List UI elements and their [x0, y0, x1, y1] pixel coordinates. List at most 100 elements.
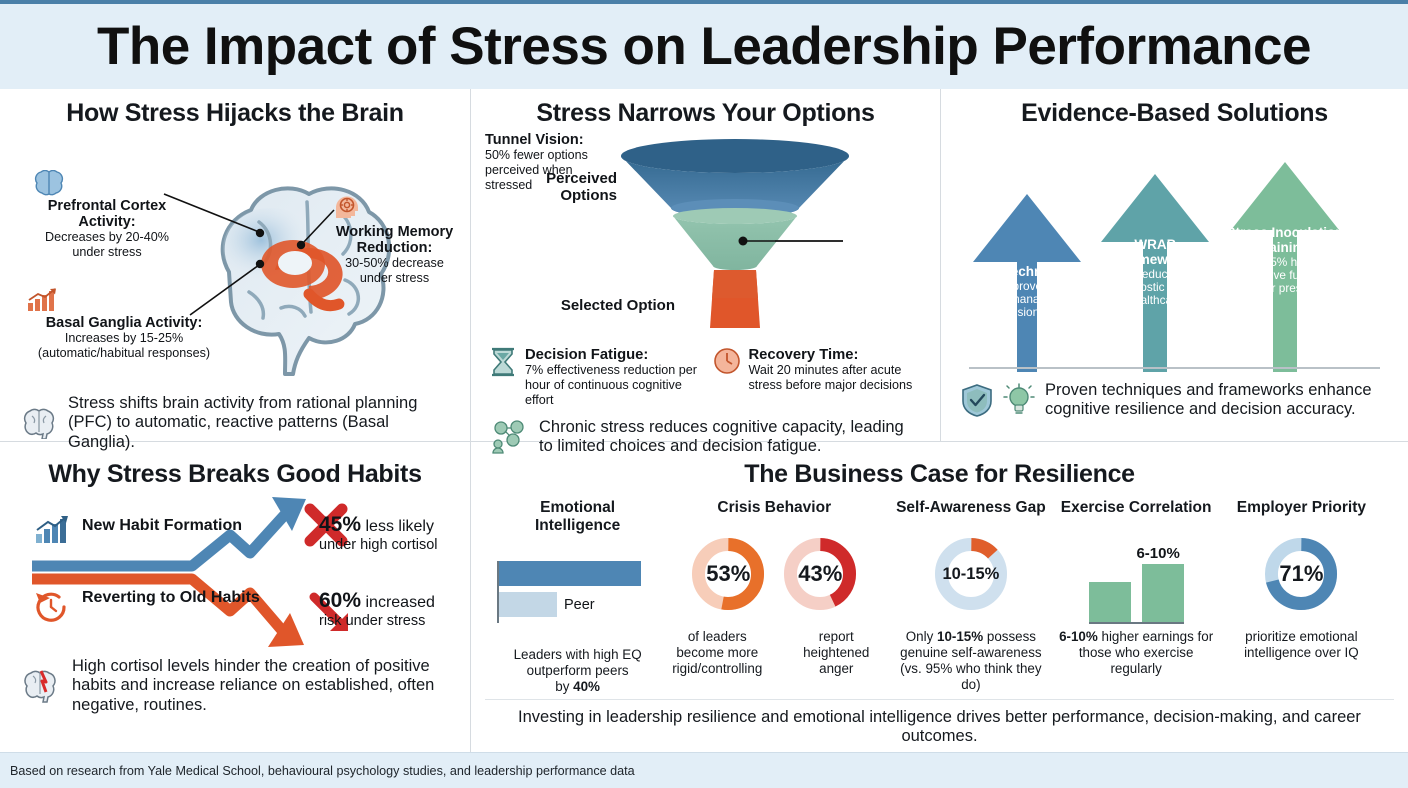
stat-caption: Only 10-15% possess genuine self-awarene… — [890, 629, 1051, 693]
page-title: The Impact of Stress on Leadership Perfo… — [96, 17, 1312, 76]
bar-regular-exercisers — [1141, 564, 1184, 622]
fact-decision-fatigue: Decision Fatigue: 7% effectiveness reduc… — [489, 347, 699, 409]
caption-bold: 40% — [573, 679, 600, 695]
bar-non-exercisers — [1088, 582, 1131, 622]
panel-title-brain: How Stress Hijacks the Brain — [66, 99, 404, 127]
arrow-title: WRAP Framework: — [1116, 237, 1194, 267]
brain-illustration — [220, 186, 391, 376]
caption-line-2: outperform peers — [526, 663, 629, 679]
clock-icon — [713, 347, 741, 375]
note-prefrontal-cortex: Prefrontal Cortex Activity: Decreases by… — [32, 170, 182, 259]
stat-sub: risk under stress — [319, 613, 426, 629]
arrow-title: CBT Techniques: — [971, 264, 1082, 279]
stat-value: 60% — [319, 589, 362, 612]
exercise-bar-chart: 6-10% — [1056, 524, 1217, 624]
panel-how-stress-hijacks-the-brain: How Stress Hijacks the Brain — [0, 89, 470, 451]
donut-value: 43% — [798, 561, 843, 586]
habit-arrows — [32, 497, 348, 647]
donut-value: 53% — [706, 561, 751, 586]
hourglass-icon — [489, 347, 517, 377]
note-detail: 30-50% decrease under stress — [345, 256, 444, 285]
stat-heading: Self-Awareness Gap — [896, 499, 1046, 516]
summary-habits: High cortisol levels hinder the creation… — [14, 653, 456, 715]
caption-pre: Only — [905, 629, 937, 644]
fact-recovery-time: Recovery Time: Wait 20 minutes after acu… — [713, 347, 923, 409]
callout-detail: 50% fewer options perceived when stresse… — [485, 148, 588, 192]
summary-solutions: Proven techniques and frameworks enhance… — [955, 377, 1394, 420]
business-stats-row: Emotional Intelligence Peer — [485, 493, 1394, 695]
panel-why-stress-breaks-good-habits: Why Stress Breaks Good Habits — [0, 442, 470, 752]
brain-icon — [32, 170, 182, 196]
note-basal-ganglia: Basal Ganglia Activity: Increases by 15-… — [24, 287, 224, 360]
eq-bar-peer: Peer — [499, 592, 658, 617]
bar-chart-up-icon — [24, 287, 224, 313]
lightbulb-icon — [1003, 383, 1035, 417]
header-banner: The Impact of Stress on Leadership Perfo… — [0, 0, 1408, 89]
funnel-facts: Decision Fatigue: 7% effectiveness reduc… — [485, 347, 926, 409]
stat-caption: Leaders with high EQ outperform peers by… — [497, 647, 658, 695]
panel-title-business: The Business Case for Resilience — [744, 460, 1135, 488]
panel-evidence-based-solutions: Evidence-Based Solutions CBT Techniques:… — [940, 89, 1408, 441]
funnel-diagram: Perceived Options Selected Option Tunnel… — [485, 132, 926, 347]
eq-bar-chart: Peer — [497, 542, 658, 642]
stat-exercise-correlation: Exercise Correlation 6-10% 6-10% higher … — [1056, 499, 1217, 695]
stat-emotional-intelligence: Emotional Intelligence Peer — [497, 499, 658, 695]
donut-value: 10-15% — [942, 564, 1000, 583]
caption-post: higher earnings for those who exercise r… — [1078, 629, 1214, 677]
arrow-shapes — [973, 162, 1339, 372]
fact-title: Decision Fatigue: — [525, 347, 649, 363]
head-gear-icon — [332, 192, 457, 222]
brain-pain-icon — [20, 668, 62, 704]
caption-bold: 10-15% — [937, 629, 984, 644]
employer-priority-donut: 71% — [1221, 524, 1382, 624]
top-row: How Stress Hijacks the Brain — [0, 89, 1408, 455]
funnel-label-perceived-options: Perceived Options — [546, 170, 617, 205]
self-awareness-donut: 10-15% — [890, 524, 1051, 624]
caption-line-1: Leaders with high EQ — [513, 647, 642, 662]
arrow-label-cbt: CBT Techniques: 30% improvement in stres… — [968, 264, 1086, 320]
fact-detail: 7% effectiveness reduction per hour of c… — [525, 363, 697, 408]
habit-stat-60: 60% increased risk under stress — [319, 589, 494, 629]
note-title: Prefrontal Cortex Activity: — [47, 198, 167, 231]
arrow-detail: 30% improvement in stress management and… — [972, 278, 1082, 320]
stat-label: less likely — [365, 518, 434, 535]
caption-bold: 6-10% — [1059, 629, 1098, 644]
fact-title: Recovery Time: — [748, 347, 859, 363]
arrow-detail: 30-45% higher cognitive function under p… — [1239, 254, 1331, 296]
panel-grid: How Stress Hijacks the Brain — [0, 89, 1408, 753]
funnel-shape — [621, 139, 849, 328]
footer-bar: Based on research from Yale Medical Scho… — [0, 752, 1408, 788]
arrow-baseline — [969, 367, 1380, 369]
stat-heading: Crisis Behavior — [717, 499, 832, 516]
revert-clock-icon — [32, 589, 74, 625]
bar-high-eq — [499, 561, 641, 586]
stat-self-awareness-gap: Self-Awareness Gap 10-15% Onl — [890, 499, 1051, 695]
shield-check-icon — [961, 383, 993, 418]
bottom-row: Why Stress Breaks Good Habits — [0, 441, 1408, 753]
habit-stat-45: 45% less likely under high cortisol — [319, 513, 494, 553]
summary-funnel: Chronic stress reduces cognitive capacit… — [485, 414, 926, 457]
bar-chart-up-icon — [32, 515, 74, 545]
panel-title-funnel: Stress Narrows Your Options — [536, 99, 875, 127]
note-working-memory: Working Memory Reduction: 30-50% decreas… — [332, 192, 457, 285]
stat-employer-priority: Employer Priority 71% prioritize emotion… — [1221, 499, 1382, 695]
callout-title: Tunnel Vision: — [485, 132, 584, 148]
panel-stress-narrows-your-options: Stress Narrows Your Options — [470, 89, 940, 455]
donut-value: 71% — [1279, 561, 1324, 586]
footer-source-text: Based on research from Yale Medical Scho… — [10, 763, 635, 778]
bar-group — [1088, 564, 1184, 624]
bar-peer — [499, 592, 557, 617]
funnel-label-selected-option: Selected Option — [560, 297, 675, 314]
summary-text: High cortisol levels hinder the creation… — [72, 657, 435, 714]
stat-heading: Exercise Correlation — [1060, 499, 1212, 516]
arrow-detail: 32% reduction in diagnostic errors (heal… — [1111, 266, 1199, 308]
summary-text: Stress shifts brain activity from ration… — [68, 394, 418, 451]
stat-caption: of leaders become more rigid/controlling… — [662, 629, 886, 677]
stat-heading: Employer Priority — [1236, 499, 1366, 516]
stat-caption: prioritize emotional intelligence over I… — [1244, 629, 1359, 661]
summary-text: Proven techniques and frameworks enhance… — [1045, 381, 1372, 419]
stat-sub: under high cortisol — [319, 537, 438, 553]
stat-caption: 6-10% higher earnings for those who exer… — [1056, 629, 1217, 677]
note-title: Basal Ganglia Activity: — [45, 315, 203, 331]
